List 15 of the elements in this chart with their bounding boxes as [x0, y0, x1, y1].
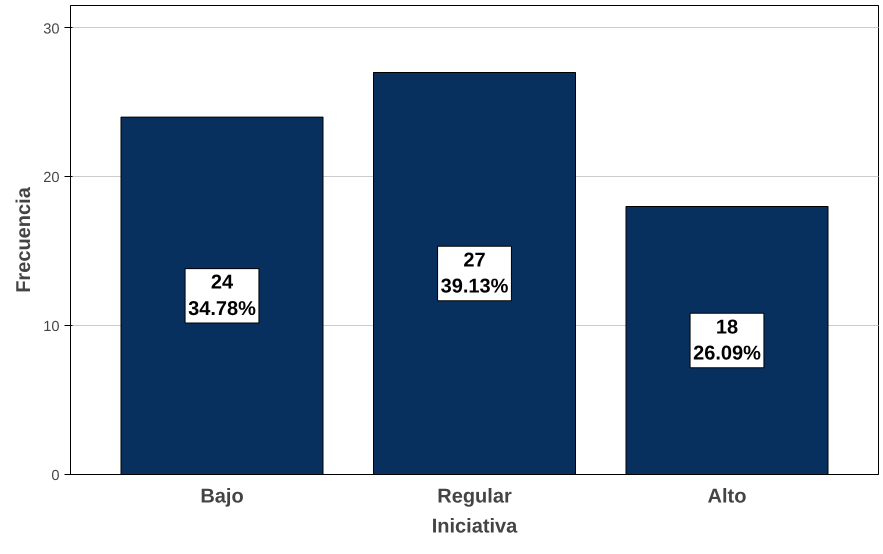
data-label: 27 39.13%: [440, 249, 509, 298]
data-label: 18 26.09%: [693, 316, 762, 365]
y-tick-label: 10: [43, 319, 60, 336]
x-tick-label: Regular: [437, 486, 512, 508]
y-axis-title: Frecuencia: [13, 186, 36, 293]
bar: [120, 116, 324, 474]
data-label: 24 34.78%: [188, 272, 256, 320]
x-tick-label: Bajo: [200, 486, 244, 508]
y-tick-label: 20: [43, 170, 60, 186]
x-axis-title: Iniciativa: [432, 516, 518, 538]
bar: [373, 72, 576, 474]
bar: [626, 206, 828, 474]
x-tick-label: Alto: [708, 486, 746, 508]
y-tick-label: 30: [43, 21, 60, 38]
y-tick-label: 0: [51, 468, 60, 484]
